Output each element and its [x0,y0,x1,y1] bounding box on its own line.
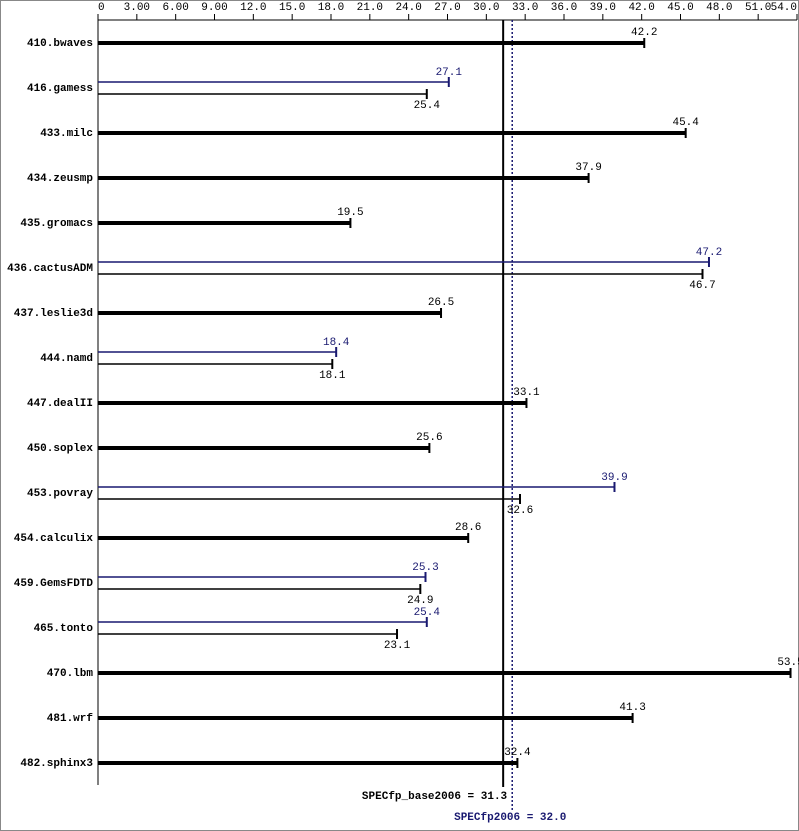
value-label: 26.5 [428,297,454,309]
category-label: 435.gromacs [20,218,93,230]
category-label: 436.cactusADM [7,263,93,275]
value-label: 53.5 [777,657,799,669]
value-label: 41.3 [619,702,645,714]
value-label: 32.4 [504,747,531,759]
x-tick-label: 48.0 [706,2,732,14]
value-label: 33.1 [513,387,540,399]
value-label: 25.4 [414,607,441,619]
value-label: 32.6 [507,505,533,517]
category-label: 482.sphinx3 [20,758,93,770]
x-tick-label: 18.0 [318,2,344,14]
x-tick-label: 0 [98,2,105,14]
x-tick-label: 39.0 [590,2,616,14]
x-tick-label: 36.0 [551,2,577,14]
x-tick-label: 45.0 [667,2,693,14]
category-label: 447.dealII [27,398,93,410]
value-label: 24.9 [407,595,433,607]
value-label: 25.4 [414,100,441,112]
x-tick-label: 30.0 [473,2,499,14]
x-tick-label: 12.0 [240,2,266,14]
category-label: 481.wrf [47,713,94,725]
value-label: 39.9 [601,472,627,484]
value-label: 19.5 [337,207,363,219]
reference-label: SPECfp_base2006 = 31.3 [362,791,508,803]
category-label: 410.bwaves [27,38,93,50]
category-label: 459.GemsFDTD [14,578,94,590]
reference-label: SPECfp2006 = 32.0 [454,812,566,824]
x-tick-label: 27.0 [434,2,460,14]
category-label: 437.leslie3d [14,308,93,320]
x-tick-label: 24.0 [395,2,421,14]
value-label: 18.4 [323,337,350,349]
value-label: 42.2 [631,27,657,39]
category-label: 453.povray [27,488,93,500]
x-tick-label: 33.0 [512,2,538,14]
value-label: 25.6 [416,432,442,444]
category-label: 444.namd [40,353,93,365]
value-label: 18.1 [319,370,346,382]
x-tick-label: 21.0 [357,2,383,14]
x-tick-label: 42.0 [628,2,654,14]
category-label: 465.tonto [34,623,94,635]
value-label: 45.4 [672,117,699,129]
value-label: 27.1 [436,67,463,79]
value-label: 23.1 [384,640,411,652]
category-label: 470.lbm [47,668,94,680]
x-tick-label: 51.0 [745,2,771,14]
value-label: 46.7 [689,280,715,292]
x-tick-label: 9.00 [201,2,227,14]
value-label: 25.3 [412,562,438,574]
x-tick-label: 15.0 [279,2,305,14]
value-label: 37.9 [575,162,601,174]
category-label: 454.calculix [14,533,94,545]
x-tick-label: 54.0 [771,2,797,14]
x-tick-label: 6.00 [162,2,188,14]
x-tick-label: 3.00 [124,2,150,14]
category-label: 416.gamess [27,83,93,95]
value-label: 47.2 [696,247,722,259]
category-label: 450.soplex [27,443,93,455]
category-label: 433.milc [40,128,93,140]
category-label: 434.zeusmp [27,173,93,185]
value-label: 28.6 [455,522,481,534]
